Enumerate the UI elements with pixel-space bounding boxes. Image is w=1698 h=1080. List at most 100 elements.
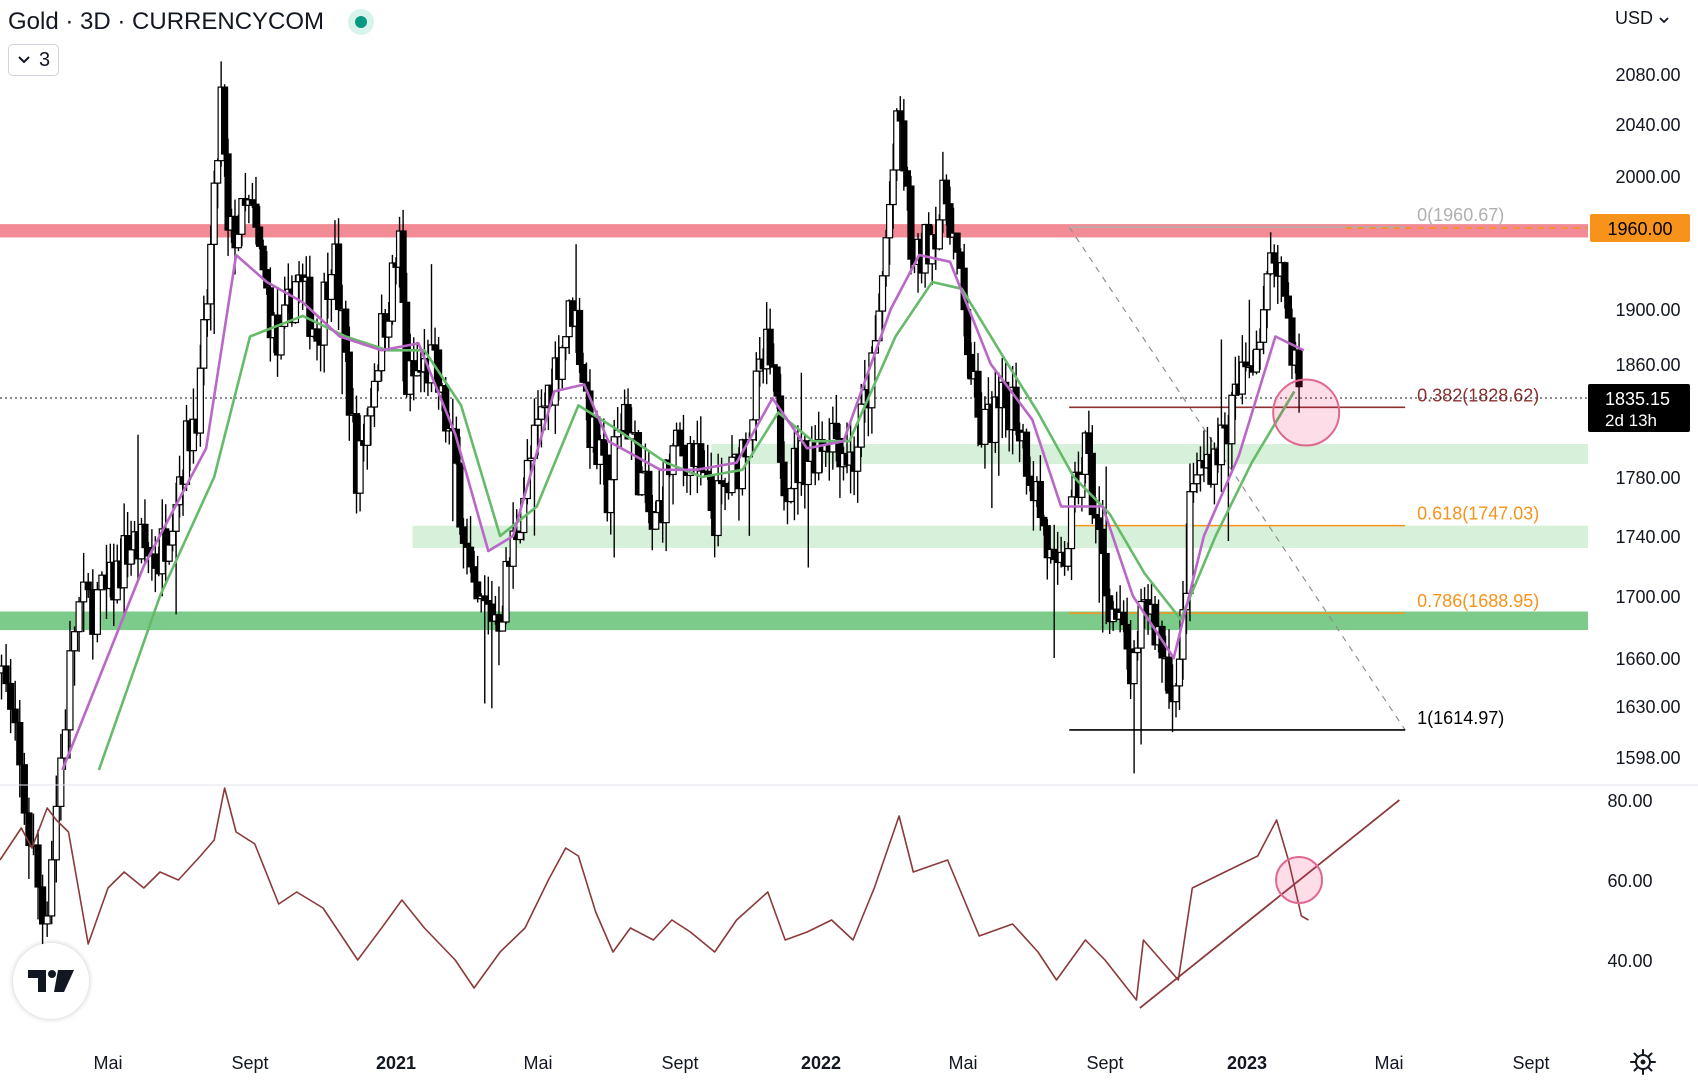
last-price-tag — [1588, 384, 1690, 432]
last-price-label: 1835.15 — [1605, 389, 1670, 409]
candle-body — [1123, 623, 1131, 650]
candle-body — [1165, 656, 1173, 694]
candle-body — [981, 408, 989, 445]
chevron-down-icon — [1659, 17, 1669, 24]
candle-body — [676, 429, 684, 446]
candle-body — [327, 273, 335, 300]
price-tick-label: 1780.00 — [1615, 468, 1680, 488]
time-tick-label: Sept — [231, 1053, 268, 1073]
currency-selector[interactable]: USD — [1615, 8, 1670, 29]
candle-body — [313, 328, 321, 342]
candle-body — [502, 560, 510, 623]
candle-body — [141, 523, 149, 549]
candle-body — [1270, 252, 1278, 264]
candle-body — [255, 226, 264, 247]
candle-body — [43, 915, 51, 925]
candle-body — [896, 110, 904, 122]
time-tick-label: Mai — [93, 1053, 122, 1073]
candle-body — [964, 308, 972, 356]
candle-body — [374, 370, 382, 382]
candle-body — [1256, 341, 1264, 350]
candle-body — [652, 511, 660, 530]
rsi-tick-label: 80.00 — [1607, 791, 1652, 811]
candle-body — [889, 169, 897, 206]
currency-label: USD — [1614, 8, 1653, 28]
candle-body — [942, 179, 951, 205]
ema-layer — [61, 253, 1305, 771]
time-tick-label: Sept — [1512, 1053, 1549, 1073]
ema-slow-line — [97, 280, 1296, 771]
tradingview-logo-icon[interactable] — [13, 943, 89, 1019]
candle-body — [25, 812, 33, 847]
price-tick-label: 1740.00 — [1615, 527, 1680, 547]
candle-body — [900, 120, 908, 172]
candle-body — [854, 446, 862, 472]
candle-body — [1284, 295, 1293, 319]
candle-body — [1175, 658, 1184, 687]
candle-body — [363, 415, 371, 446]
gear-icon[interactable] — [1630, 1049, 1656, 1075]
indicators-toggle-button[interactable]: 3 — [8, 44, 60, 76]
candle-body — [431, 344, 439, 351]
candle-body — [1050, 548, 1058, 561]
candle-body — [645, 470, 653, 513]
candle-body — [221, 86, 229, 155]
candle-body — [210, 182, 218, 245]
fibonacci-layer: 0(1960.67) 0.382(1828.62) 0.618(1747.03) 0.… — [0, 205, 1588, 731]
time-tick-label: 2021 — [376, 1053, 416, 1073]
rsi-trendline — [1139, 799, 1400, 1009]
time-tick-label: Sept — [661, 1053, 698, 1073]
highlight-circle — [1272, 378, 1341, 447]
candle-body — [1102, 552, 1110, 597]
market-open-dot-icon — [348, 9, 375, 35]
candle-body — [234, 233, 243, 249]
candle-body — [203, 303, 211, 321]
candle-body — [935, 219, 943, 250]
chevron-down-icon — [18, 56, 30, 64]
candle-body — [342, 308, 350, 353]
candle-body — [385, 320, 393, 338]
candle-body — [456, 462, 464, 528]
fib-level-label: 0.618(1747.03) — [1417, 504, 1539, 524]
candle-body — [1259, 309, 1268, 343]
candle-body — [16, 722, 24, 766]
candle-body — [399, 230, 407, 303]
zone-support — [0, 611, 1588, 631]
candle-body — [1026, 475, 1034, 486]
candle-body — [1228, 394, 1236, 445]
symbol-title[interactable]: Gold · 3D · CURRENCYCOM — [8, 8, 325, 35]
rsi-line — [0, 787, 1309, 1001]
candle-body — [882, 237, 890, 277]
candle-body — [70, 631, 79, 652]
candle-body — [259, 245, 267, 271]
candle-body — [1064, 547, 1072, 567]
candle-body — [903, 170, 911, 187]
candle-body — [600, 439, 608, 456]
fib-level-label: 0(1960.67) — [1417, 205, 1504, 225]
price-tick-label: 1630.00 — [1615, 697, 1680, 717]
candle-body — [498, 621, 507, 632]
candle-body — [370, 380, 379, 408]
candle-body — [196, 367, 204, 434]
candle-body — [752, 370, 760, 421]
chart-header: Gold · 3D · CURRENCYCOM — [8, 8, 375, 36]
candle-body — [334, 243, 343, 311]
candle-body — [52, 805, 60, 861]
candle-body — [1133, 647, 1142, 654]
candle-body — [61, 729, 70, 759]
candle-body — [558, 346, 566, 380]
zone-support-light — [412, 525, 1589, 548]
candle-body — [638, 472, 646, 496]
candle-body — [57, 757, 65, 808]
bar-countdown-label: 2d 13h — [1605, 411, 1657, 430]
candle-body — [1130, 651, 1138, 685]
time-tick-label: Mai — [948, 1053, 977, 1073]
candle-body — [169, 530, 177, 546]
candle-body — [787, 487, 795, 503]
highlight-price-tag — [1590, 214, 1690, 242]
candle-body — [697, 443, 705, 472]
candle-body — [773, 366, 781, 397]
candle-body — [66, 650, 74, 731]
candle-body — [20, 764, 28, 814]
